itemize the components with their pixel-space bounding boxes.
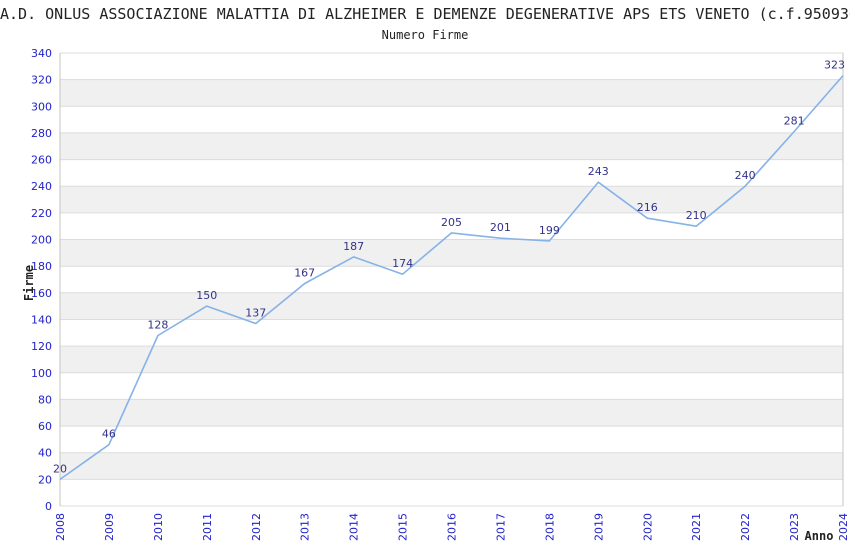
data-label: 20	[53, 462, 67, 475]
y-tick-label: 160	[31, 287, 52, 300]
y-tick-label: 260	[31, 154, 52, 167]
data-label: 46	[102, 428, 116, 441]
data-label: 187	[343, 240, 364, 253]
data-label: 281	[784, 115, 805, 128]
data-label: 210	[686, 209, 707, 222]
data-label: 243	[588, 165, 609, 178]
y-tick-label: 300	[31, 100, 52, 113]
grid-band	[60, 239, 843, 267]
x-tick-label: 2018	[543, 513, 556, 541]
x-tick-label: 2012	[250, 513, 263, 541]
x-tick-label: 2013	[299, 513, 312, 541]
x-tick-label: 2017	[494, 513, 507, 541]
y-tick-label: 120	[31, 340, 52, 353]
x-tick-label: 2023	[788, 513, 801, 541]
x-tick-label: 2019	[592, 513, 605, 541]
grid-band	[60, 452, 843, 480]
x-tick-label: 2014	[348, 513, 361, 541]
y-tick-label: 200	[31, 234, 52, 247]
data-label: 150	[196, 289, 217, 302]
y-tick-label: 280	[31, 127, 52, 140]
y-tick-label: 100	[31, 367, 52, 380]
plot-area: 20 46 128 150 137 167 187 174 205 201 199 243 216 210…	[31, 47, 850, 541]
y-tick-label: 180	[31, 260, 52, 273]
grid-band	[60, 346, 843, 373]
x-tick-label: 2008	[54, 513, 67, 541]
y-tick-label: 320	[31, 74, 52, 87]
x-tick-label: 2022	[739, 513, 752, 541]
x-tick-label: 2020	[641, 513, 654, 541]
x-tick-label: 2011	[201, 513, 214, 541]
series-line	[59, 75, 844, 481]
x-tick-label: 2024	[837, 513, 850, 541]
chart-subtitle: Numero Firme	[381, 28, 469, 42]
x-tick-label: 2021	[690, 513, 703, 541]
x-tick-label: 2010	[152, 513, 165, 541]
y-tick-label: 60	[38, 420, 52, 433]
grid-band	[60, 132, 843, 160]
grid-band	[60, 292, 843, 320]
x-tick-label: 2016	[446, 513, 459, 541]
data-label: 167	[294, 267, 315, 280]
chart-title: A.D. ONLUS ASSOCIAZIONE MALATTIA DI ALZH…	[0, 5, 850, 23]
y-tick-label: 80	[38, 393, 52, 406]
data-label: 201	[490, 221, 511, 234]
data-label: 240	[735, 169, 756, 182]
y-tick-label: 40	[38, 447, 52, 460]
y-axis-title: Firme	[22, 265, 36, 301]
data-label: 174	[392, 257, 413, 270]
x-axis-title: Anno	[805, 529, 834, 543]
y-tick-label: 140	[31, 314, 52, 327]
data-label: 323	[824, 59, 845, 72]
y-tick-label: 340	[31, 47, 52, 60]
grid-band	[60, 79, 843, 107]
y-tick-label: 220	[31, 207, 52, 220]
data-label: 205	[441, 216, 462, 229]
y-tick-label: 240	[31, 180, 52, 193]
x-tick-label: 2009	[103, 513, 116, 541]
data-label: 128	[147, 319, 168, 332]
data-label: 137	[245, 307, 266, 320]
x-tick-label: 2015	[397, 513, 410, 541]
grid-band	[60, 399, 843, 427]
grid-band	[60, 186, 843, 213]
data-label: 216	[637, 201, 658, 214]
data-label: 199	[539, 224, 560, 237]
y-tick-label: 20	[38, 473, 52, 486]
y-tick-label: 0	[45, 500, 52, 513]
